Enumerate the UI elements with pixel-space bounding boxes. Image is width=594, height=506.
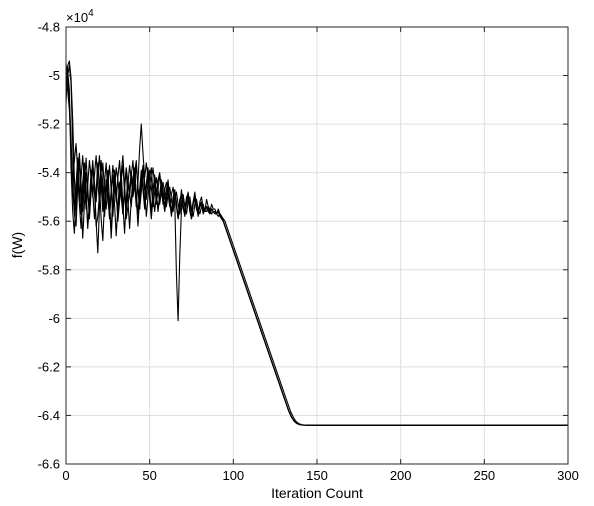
y-axis-label: f(W) <box>9 232 25 258</box>
y-tick-label: -5.4 <box>38 165 60 180</box>
series-line-4 <box>65 60 568 426</box>
y-axis-multiplier: ×104 <box>66 8 94 25</box>
y-tick-label: -4.8 <box>38 20 60 35</box>
x-tick-label: 250 <box>473 468 495 483</box>
y-tick-label: -5.2 <box>38 117 60 132</box>
y-multiplier-exp: 4 <box>88 8 94 19</box>
y-tick-label: -6.2 <box>38 359 60 374</box>
y-multiplier-base: ×10 <box>66 10 88 25</box>
grid-lines <box>65 26 569 465</box>
y-tick-label: -6.6 <box>38 457 60 472</box>
y-tick-label: -6.4 <box>38 408 60 423</box>
x-axis-ticks: 0 50 100 150 200 250 300 <box>62 27 579 483</box>
y-tick-label: -5 <box>48 68 60 83</box>
series-lines <box>65 60 568 426</box>
x-tick-label: 150 <box>306 468 328 483</box>
y-tick-label: -5.6 <box>38 214 60 229</box>
x-tick-label: 100 <box>222 468 244 483</box>
x-tick-label: 300 <box>557 468 579 483</box>
x-tick-label: 0 <box>62 468 69 483</box>
x-tick-label: 200 <box>390 468 412 483</box>
y-tick-label: -6 <box>48 311 60 326</box>
y-axis-ticks: -6.6 -6.4 -6.2 -6 -5.8 -5.6 -5.4 -5.2 -5 -4.8 <box>38 20 568 472</box>
x-axis-label: Iteration Count <box>271 485 363 501</box>
y-tick-label: -5.8 <box>38 262 60 277</box>
x-tick-label: 50 <box>142 468 156 483</box>
series-line-5 <box>65 77 568 426</box>
